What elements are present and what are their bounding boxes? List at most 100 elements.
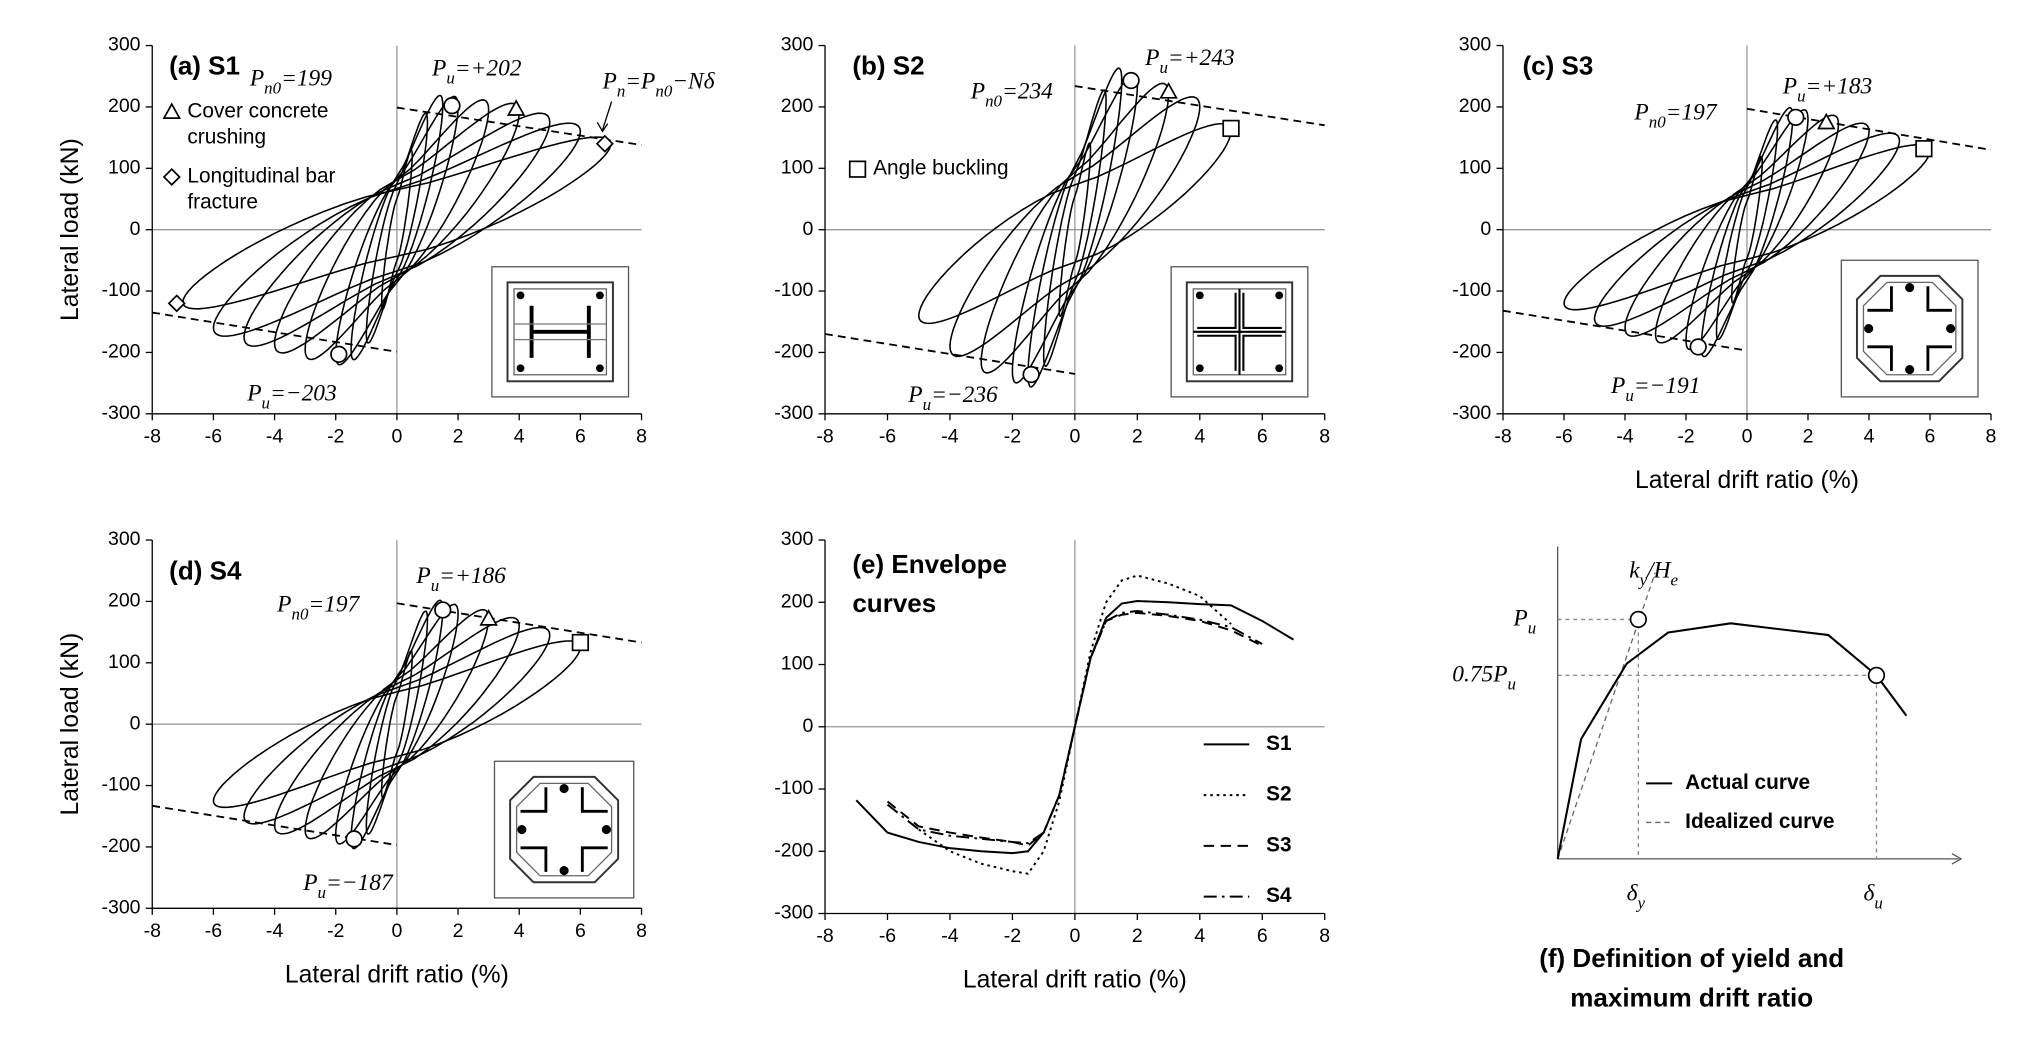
rebar [516,364,525,373]
section-outline [1855,274,1964,383]
y-tick-label: -100 [102,279,141,301]
marker [1787,108,1805,127]
section-hoop [1862,281,1957,376]
cross-section-inset [491,266,630,398]
legend-label: S2 [1266,783,1291,806]
x-tick-label: 8 [636,920,647,942]
y-tick-label: 0 [130,218,141,240]
subscript: n [617,82,625,101]
text-part: =−236 [931,382,998,408]
marker [345,830,363,848]
y-tick-label: 100 [108,651,141,673]
cross-section-inset [1840,259,1979,398]
hysteresis-loop [380,650,414,799]
marker [1022,365,1040,384]
actual-curve [1556,622,1908,860]
rebar [595,291,604,300]
text-part: P [1633,100,1648,126]
text-part: P [1782,74,1797,100]
y-tick-label: -300 [102,402,141,424]
annotation: Pn=Pn0−Nδ [602,69,716,101]
subscript: u [1625,386,1633,405]
text-part: P [431,56,446,82]
axis-frame [1502,45,1991,415]
x-tick-label: -2 [1004,425,1021,447]
x-axis-label: Lateral drift ratio (%) [285,962,509,989]
x-tick-label: 8 [1986,425,1997,447]
hysteresis-loop [980,82,1170,374]
x-tick-label: -2 [1677,425,1694,447]
hysteresis-loop [212,122,582,337]
hysteresis-loop [243,112,551,347]
x-tick-label: 4 [514,920,525,942]
annotation: δu [1863,881,1882,913]
rebar [1905,283,1915,293]
hysteresis-loop [1058,142,1092,318]
subscript: u [446,69,454,88]
axis-frame [824,45,1325,415]
x-tick-label: -8 [816,925,833,947]
x-axis-label: Lateral drift ratio (%) [963,967,1187,994]
x-tick-label: -6 [879,425,896,447]
subscript: u [1528,619,1536,638]
text-part: =−191 [1634,373,1701,399]
x-tick-label: 6 [1925,425,1936,447]
subscript: u [262,394,270,413]
annotation: Pu=−191 [1610,373,1700,405]
y-tick-label: -200 [1452,341,1491,363]
rebar [601,825,611,835]
hysteresis-loop [212,640,582,809]
panel-title: (a) S1 [169,51,240,81]
legend-label: fracture [187,191,258,214]
rebar [517,825,527,835]
text-part: P [907,382,922,408]
y-tick-label: 100 [781,156,814,178]
text-part: =−187 [326,870,394,896]
x-tick-label: 4 [1194,925,1205,947]
text-part: P [1610,373,1625,399]
x-tick-label: -2 [327,920,344,942]
marker [1689,338,1707,356]
text-part: P [415,563,430,589]
annotation: Pu=+243 [1144,45,1234,77]
panel-title: (e) Envelope [852,549,1007,579]
subscript: u [1874,894,1882,913]
subscript: u [431,576,439,595]
marker [1915,140,1933,158]
x-tick-label: 0 [391,425,402,447]
point-marker [1629,610,1647,629]
x-tick-label: -6 [1555,425,1572,447]
nominal-strength-line [1502,309,1748,352]
x-tick-label: -4 [266,920,283,942]
text-part: =+183 [1806,74,1873,100]
axis-frame [151,45,642,415]
hysteresis-loop [917,122,1232,325]
legend-symbol [162,102,182,120]
annotation: Pn0=197 [1633,100,1717,132]
x-tick-label: -6 [205,425,222,447]
y-tick-label: -100 [102,774,141,796]
figure-body: -8 -6 -4 -2 0 2 4 6 8-300-200-1000100200300Later… [57,34,1996,1013]
y-tick-label: 300 [781,528,814,550]
x-tick-label: 6 [1257,925,1268,947]
cross-steel [1867,286,1952,371]
cross-section-inset [1170,266,1309,398]
annotation: Pu [1512,606,1536,638]
text-part: =197 [308,592,360,618]
hysteresis-loop [1624,122,1870,337]
y-tick-label: 200 [108,590,141,612]
marker [1122,71,1140,90]
y-tick-label: 100 [1459,156,1492,178]
subscript: e [1671,571,1679,590]
annotation: Pn0=234 [970,79,1053,111]
x-tick-label: -4 [1616,425,1633,447]
text-part: =+186 [439,563,506,589]
section-outline [506,281,614,383]
hysteresis-loop [1011,72,1139,384]
y-tick-label: 300 [108,528,141,550]
annotation: Pu=+186 [415,563,506,595]
y-tick-label: 300 [781,34,814,56]
legend-label: crushing [187,125,266,148]
hysteresis-loop [304,99,490,361]
y-tick-label: -300 [774,902,813,924]
